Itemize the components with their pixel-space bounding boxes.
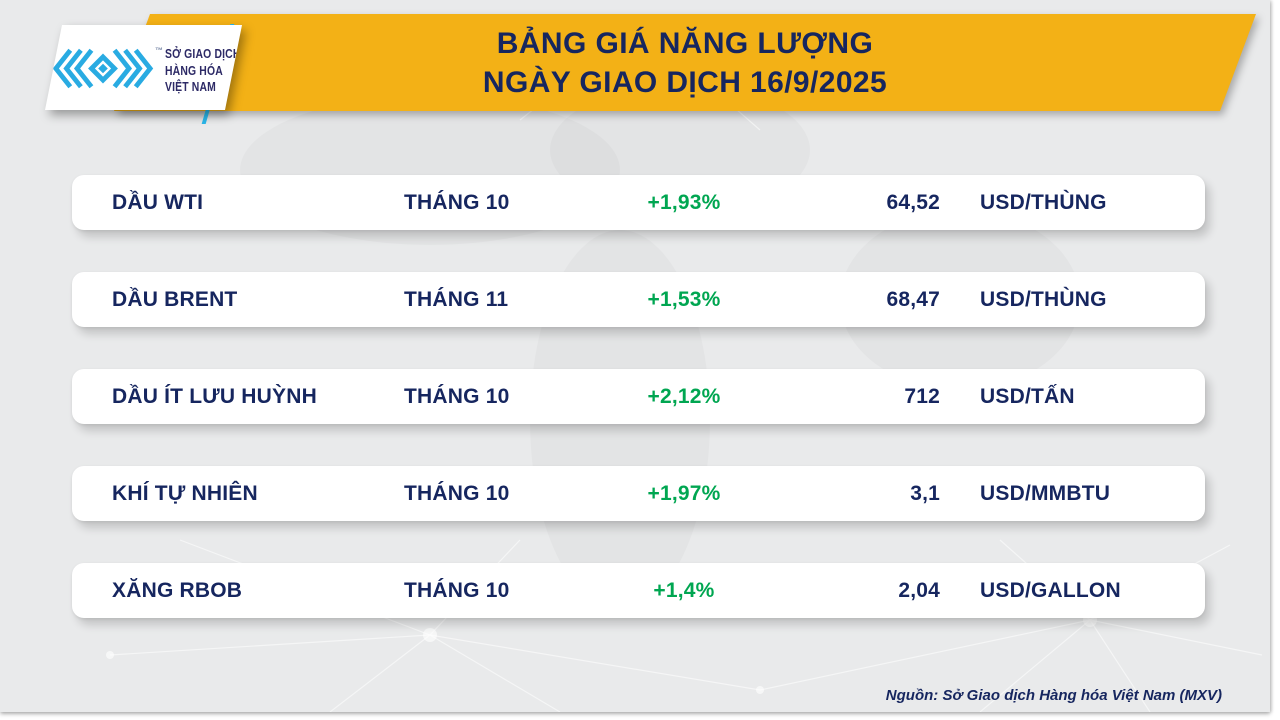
percent-change: +1,97% [647,481,721,505]
price-unit: USD/THÙNG [980,287,1107,311]
price-value: 64,52 [886,190,940,214]
price-unit: USD/MMBTU [980,481,1111,505]
contract-month: THÁNG 10 [404,384,510,408]
commodity-name: XĂNG RBOB [112,578,243,602]
trademark-symbol: ™ [155,46,163,55]
mxv-logo-card: ™ SỞ GIAO DỊCH HÀNG HÓA VIỆT NAM [45,25,242,110]
source-note: Nguồn: Sở Giao dịch Hàng hóa Việt Nam (M… [885,687,1222,704]
percent-change: +1,4% [653,578,715,602]
price-row: DẦU WTI THÁNG 10 +1,93% 64,52 USD/THÙNG [72,175,1205,230]
price-row: KHÍ TỰ NHIÊN THÁNG 10 +1,97% 3,1 USD/MMB… [72,466,1205,521]
price-row: XĂNG RBOB THÁNG 10 +1,4% 2,04 USD/GALLON [72,563,1205,618]
mxv-org-name: SỞ GIAO DỊCH HÀNG HÓA VIỆT NAM [165,46,241,96]
price-value: 712 [904,384,940,408]
contract-month: THÁNG 11 [404,287,509,311]
contract-month: THÁNG 10 [404,578,510,602]
contract-month: THÁNG 10 [404,481,510,505]
price-unit: USD/GALLON [980,578,1121,602]
price-unit: USD/THÙNG [980,190,1107,214]
price-value: 2,04 [898,578,940,602]
commodity-name: KHÍ TỰ NHIÊN [112,481,258,505]
org-line-3: VIỆT NAM [165,79,216,94]
org-line-1: SỞ GIAO DỊCH [165,46,241,61]
mxv-logo-icon [52,44,154,93]
commodity-name: DẦU WTI [112,190,204,214]
contract-month: THÁNG 10 [404,190,510,214]
org-line-2: HÀNG HÓA [165,62,223,78]
price-row: DẦU ÍT LƯU HUỲNH THÁNG 10 +2,12% 712 USD… [72,369,1205,424]
price-unit: USD/TẤN [980,384,1075,408]
board-title-line1: BẢNG GIÁ NĂNG LƯỢNG [496,26,874,60]
percent-change: +1,93% [647,190,721,214]
percent-change: +2,12% [647,384,721,408]
board-title-line2: NGÀY GIAO DỊCH 16/9/2025 [482,65,888,99]
price-value: 68,47 [886,287,940,311]
price-value: 3,1 [910,481,940,505]
price-row: DẦU BRENT THÁNG 11 +1,53% 68,47 USD/THÙN… [72,272,1205,327]
commodity-name: DẦU BRENT [112,287,238,311]
percent-change: +1,53% [647,287,721,311]
title-banner: BẢNG GIÁ NĂNG LƯỢNG NGÀY GIAO DỊCH 16/9/… [114,14,1256,111]
commodity-name: DẦU ÍT LƯU HUỲNH [112,384,317,408]
price-table: DẦU WTI THÁNG 10 +1,93% 64,52 USD/THÙNG … [72,175,1205,618]
